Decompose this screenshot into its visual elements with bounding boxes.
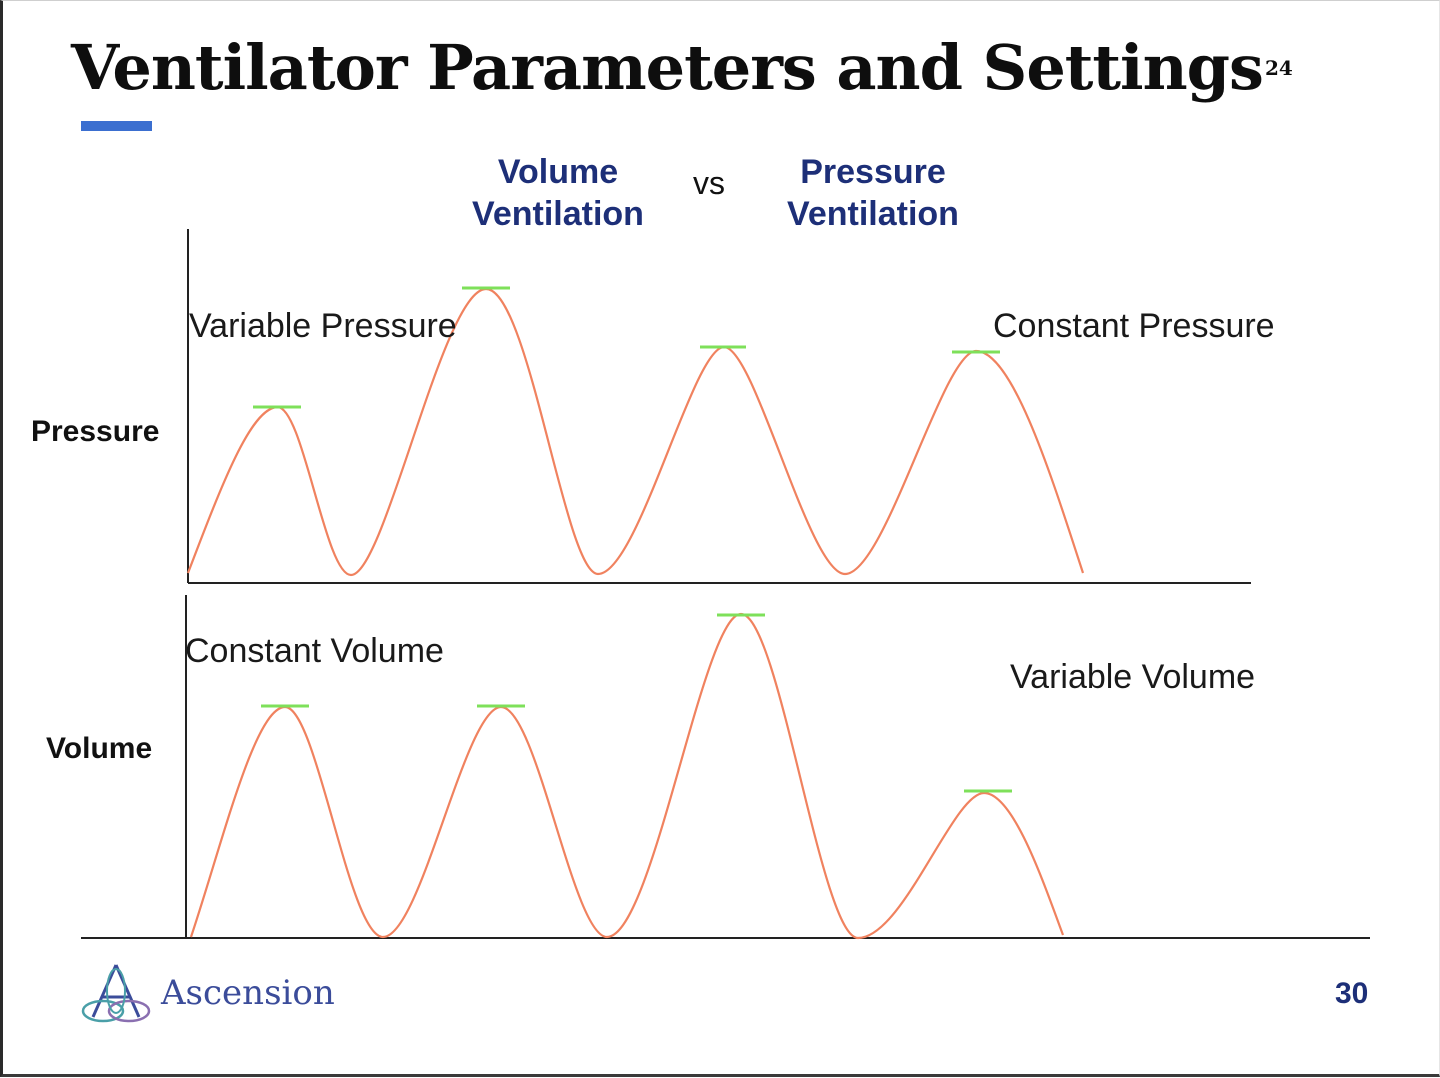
volume-row-label: Volume	[46, 732, 153, 765]
volume-ventilation-header-line1: Volume	[497, 153, 619, 191]
pressure-ventilation-header: Pressure Ventilation	[773, 151, 973, 235]
vs-label: vs	[693, 165, 725, 201]
ascension-logo-icon	[81, 964, 151, 1023]
constant-pressure-annotation: Constant Pressure	[993, 307, 1275, 345]
slide-title-text: Ventilator Parameters and Settings	[71, 31, 1264, 104]
slide-title: Ventilator Parameters and Settings 24	[71, 31, 1293, 104]
constant-volume-annotation: Constant Volume	[185, 632, 444, 670]
pressure-row-label: Pressure	[31, 415, 160, 448]
volume-waveform	[189, 612, 1065, 940]
pressure-waveform	[186, 287, 1085, 577]
page-number: 30	[1335, 977, 1369, 1010]
volume-ventilation-header: Volume Ventilation	[458, 151, 658, 235]
waveform-diagram	[81, 229, 1370, 940]
ascension-brand-name: Ascension	[161, 973, 335, 1013]
pressure-ventilation-header-line2: Ventilation	[787, 195, 959, 233]
volume-ventilation-header-line2: Ventilation	[472, 195, 644, 233]
title-underline-bar	[81, 121, 152, 131]
variable-pressure-annotation: Variable Pressure	[189, 307, 457, 345]
variable-volume-annotation: Variable Volume	[1010, 658, 1256, 696]
pressure-ventilation-header-line1: Pressure	[800, 153, 946, 191]
title-citation: 24	[1264, 56, 1293, 80]
